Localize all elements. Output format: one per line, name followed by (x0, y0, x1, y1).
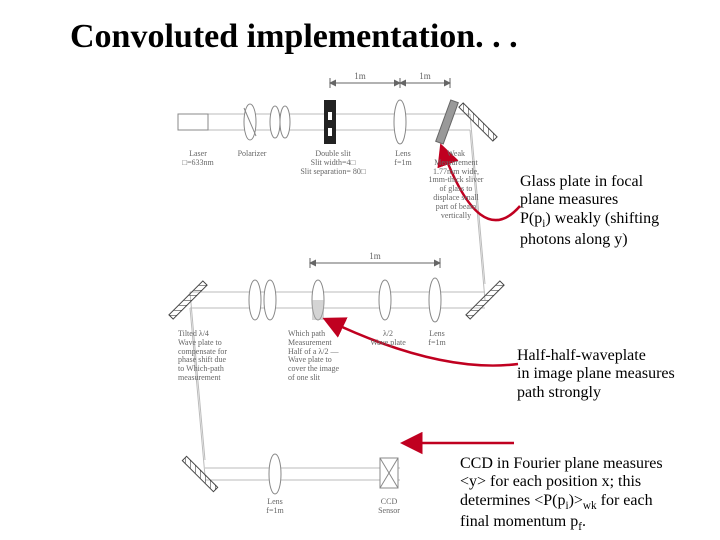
svg-text:1m: 1m (354, 71, 366, 81)
callout-arrows (327, 148, 520, 443)
label-which: Which pathMeasurementHalf of a λ/2 —Wave… (288, 330, 360, 383)
annotation-half-waveplate: Half-half-waveplate in image plane measu… (517, 347, 717, 402)
svg-text:1m: 1m (369, 251, 381, 261)
label-tilted: Tilted λ/4Wave plate tocompensate forpha… (178, 330, 248, 383)
label-ccd-sensor: CCDSensor (372, 498, 406, 516)
label-weak: WeakMeasurement1.77mm wide,1mm-thick sli… (426, 150, 486, 220)
row3-optics (182, 454, 398, 494)
annotation-ccd: CCD in Fourier plane measures <y> for ea… (460, 455, 710, 534)
label-lens3: Lensf=1m (260, 498, 290, 516)
row1-optics (178, 100, 497, 144)
label-lambda2: λ/2Wave plate (368, 330, 408, 348)
svg-text:1m: 1m (419, 71, 431, 81)
annotation-glass-plate: Glass plate in focal plane measures P(pi… (520, 173, 700, 249)
label-polarizer: Polarizer (232, 150, 272, 159)
page-title: Convoluted implementation. . . (70, 18, 518, 56)
row2-optics (169, 278, 504, 322)
label-lens1: Lensf=1m (388, 150, 418, 168)
label-lens2: Lensf=1m (422, 330, 452, 348)
label-laser: Laser□=633nm (180, 150, 216, 168)
label-double-slit: Double slitSlit width=4□Slit separation=… (298, 150, 368, 176)
